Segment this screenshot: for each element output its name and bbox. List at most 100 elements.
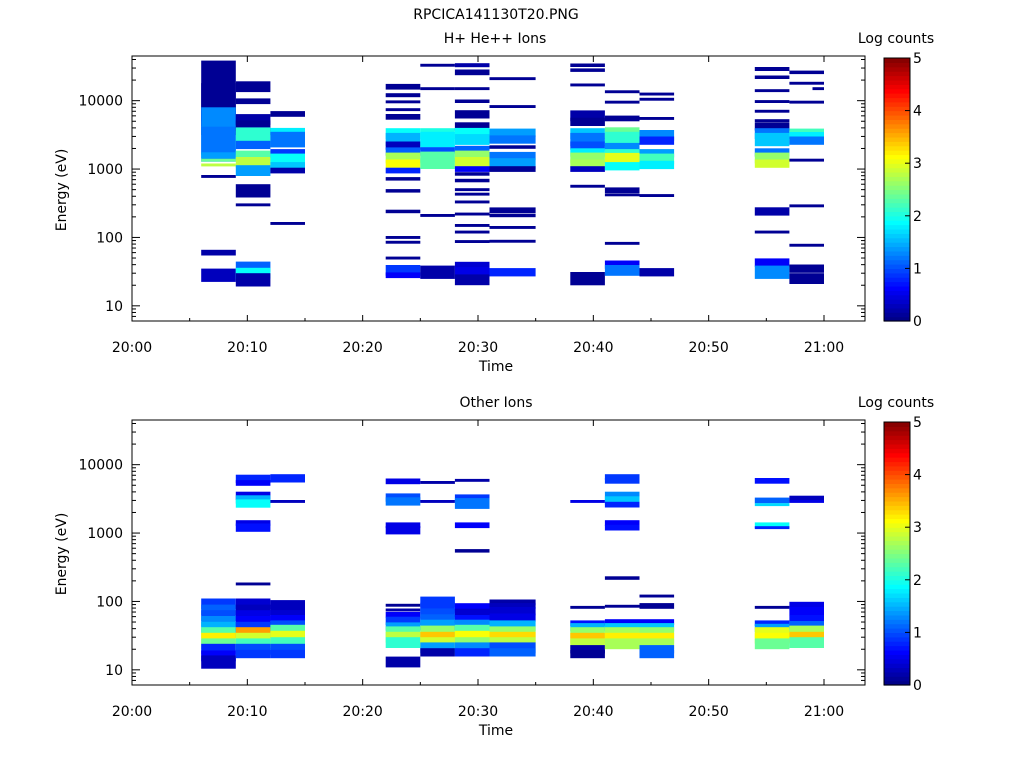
colorbar-segment <box>884 211 910 217</box>
heatmap-cell <box>789 136 824 145</box>
heatmap-cell <box>385 256 421 260</box>
figure-title: RPCICA141130T20.PNG <box>413 7 578 23</box>
heatmap-cell <box>385 272 421 279</box>
heatmap-cell <box>754 67 790 71</box>
colorbar-segment <box>884 632 910 638</box>
heatmap-cell <box>604 241 640 245</box>
heatmap-cell <box>420 131 455 148</box>
colorbar-segment <box>884 654 910 660</box>
heatmap-cell <box>201 604 236 616</box>
heatmap-cell <box>270 600 305 606</box>
heatmap-cell <box>235 165 271 176</box>
heatmap-cell <box>604 90 640 94</box>
heatmap-cell <box>639 603 675 606</box>
heatmap-cell <box>789 631 824 643</box>
colorbar-segment <box>884 88 910 94</box>
colorbar-segment <box>884 667 910 673</box>
y-axis-label: Energy (eV) <box>54 149 70 232</box>
heatmap-cell <box>385 608 421 612</box>
heatmap-cell <box>420 87 455 91</box>
x-tick-label: 20:10 <box>227 704 267 720</box>
heatmap-cell <box>754 478 790 484</box>
heatmap-cell <box>420 63 455 67</box>
colorbar-tick-label: 3 <box>913 520 922 536</box>
x-tick-label: 20:10 <box>227 340 267 356</box>
x-tick-label: 20:30 <box>458 340 498 356</box>
heatmap-cell <box>789 273 824 284</box>
heatmap-cell <box>270 474 305 483</box>
heatmap-cell <box>639 97 675 101</box>
colorbar-segment <box>884 584 910 590</box>
heatmap-cell <box>420 481 455 484</box>
panel-title: Other Ions <box>459 395 532 411</box>
heatmap-cell <box>454 230 490 234</box>
heatmap-cell <box>604 632 640 644</box>
heatmap-cell <box>570 627 605 638</box>
heatmap-cell <box>639 117 675 120</box>
colorbar-segment <box>884 487 910 493</box>
heatmap-cell <box>420 147 455 153</box>
heatmap-cell <box>454 603 490 612</box>
heatmap-cell <box>420 631 455 643</box>
heatmap-cell <box>454 166 490 172</box>
heatmap-cell <box>235 632 271 644</box>
heatmap-cell <box>454 267 490 276</box>
colorbar-tick-label: 2 <box>913 573 922 589</box>
heatmap-cell <box>420 608 455 620</box>
heatmap-cell <box>454 69 490 76</box>
heatmap-cell <box>454 99 490 103</box>
colorbar-segment <box>884 84 910 90</box>
heatmap-cell <box>604 193 640 197</box>
colorbar: 0 1 2 3 4 5 <box>883 415 922 694</box>
colorbar-tick-label: 0 <box>913 314 922 330</box>
colorbar-segment <box>884 136 910 142</box>
colorbar-title: Log counts <box>858 31 934 47</box>
heatmap-cell <box>385 611 421 618</box>
heatmap-cell <box>385 83 421 90</box>
heatmap-cell <box>639 153 675 165</box>
heatmap-cell <box>639 605 675 609</box>
heatmap-cell <box>385 478 421 485</box>
colorbar-frame <box>883 57 911 322</box>
heatmap-cell <box>201 621 236 633</box>
colorbar-segment <box>884 285 910 291</box>
heatmap-cell <box>639 92 675 96</box>
heatmap-cell <box>454 648 490 657</box>
heatmap-cell <box>754 265 790 279</box>
heatmap-cell <box>754 230 790 234</box>
heatmap-cell <box>639 645 675 654</box>
heatmap-cell <box>235 621 271 633</box>
heatmap-cell <box>454 261 490 268</box>
heatmap-cell <box>754 620 790 627</box>
colorbar-tick-label: 2 <box>913 209 922 225</box>
heatmap-cell <box>235 598 271 610</box>
heatmap-cell <box>235 520 271 526</box>
heatmap-cell <box>454 200 490 204</box>
heatmap-cell <box>235 499 271 508</box>
heatmap-cell <box>201 175 236 178</box>
colorbar-segment <box>884 71 910 77</box>
colorbar-segment <box>884 645 910 651</box>
heatmap-cell <box>385 497 421 506</box>
heatmap-cell <box>489 631 536 643</box>
heatmap-cell <box>789 615 824 624</box>
heatmap-cell <box>385 167 421 174</box>
heatmap-cell <box>270 624 305 636</box>
heatmap-cell <box>270 111 305 117</box>
heatmap-cell <box>489 158 536 169</box>
heatmap-cell <box>604 491 640 500</box>
heatmap-cell <box>385 177 421 181</box>
heatmap-cell <box>201 126 236 155</box>
colorbar-segment <box>884 478 910 484</box>
heatmap-cell <box>789 70 824 75</box>
heatmap-cell <box>754 75 790 79</box>
heatmap-cell <box>754 522 790 529</box>
heatmap-cell <box>570 68 605 72</box>
colorbar-segment <box>884 492 910 498</box>
heatmap-cell <box>420 642 455 654</box>
heatmap-cell <box>570 63 605 67</box>
heatmap-cell <box>604 604 640 608</box>
heatmap-cell <box>235 203 271 207</box>
colorbar-segment <box>884 623 910 629</box>
heatmap-cell <box>270 620 305 629</box>
